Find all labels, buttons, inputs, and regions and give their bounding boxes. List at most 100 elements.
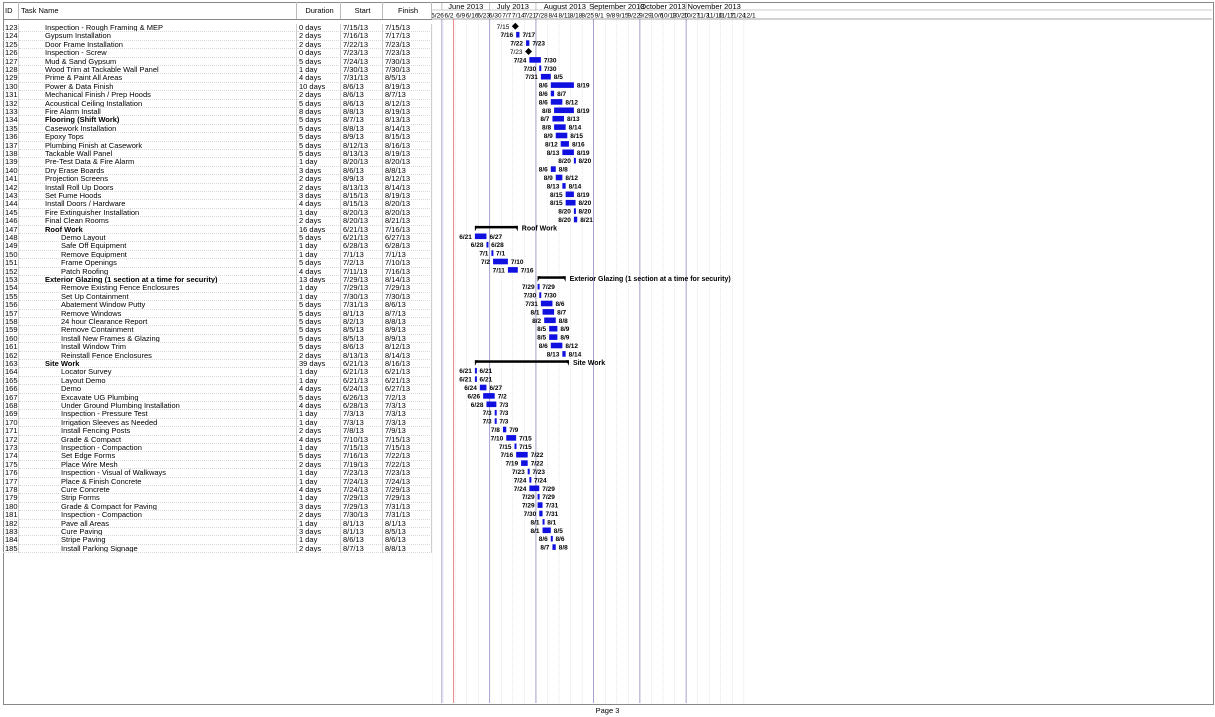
bar-start-label: 7/23	[512, 469, 525, 476]
task-bar	[494, 418, 497, 424]
table-row[interactable]: 156 Abatement Window Putty 5 days 7/31/13 8/…	[3, 301, 432, 310]
task-bar	[486, 401, 497, 408]
table-row[interactable]: 125 Door Frame Installation 2 days 7/22/13 7…	[3, 40, 432, 50]
table-row[interactable]: 150 Remove Equipment 1 day 7/1/13 7/1/13	[3, 250, 432, 260]
table-row[interactable]: 135 Casework Installation 5 days 8/8/13 8/14…	[3, 124, 432, 134]
table-row[interactable]: 130 Power & Data Finish 10 days 8/6/13 8/19/…	[3, 82, 432, 92]
table-row[interactable]: 168 Under Ground Plumbing Installation 4 d…	[3, 402, 432, 411]
header-start[interactable]: Start	[341, 2, 383, 19]
table-row[interactable]: 141 Projection Screens 2 days 8/9/13 8/12/13	[3, 175, 432, 184]
table-row[interactable]: 132 Acoustical Ceiling Installation 5 days…	[3, 99, 432, 108]
header-id[interactable]: ID	[3, 2, 19, 19]
milestone-diamond	[525, 48, 533, 55]
table-row[interactable]: 153 Exterior Glazing (1 section at a time…	[3, 276, 432, 285]
table-row[interactable]: 138 Tackable Wall Panel 5 days 8/13/13 8/19/…	[3, 150, 432, 159]
task-finish: 7/1/13	[383, 250, 432, 260]
bar-start-label: 7/24	[514, 57, 527, 64]
table-row[interactable]: 149 Safe Off Equipment 1 day 6/28/13 6/28/13	[3, 242, 432, 251]
task-start: 8/9/13	[341, 133, 383, 142]
table-row[interactable]: 151 Frame Openings 5 days 7/2/13 7/10/13	[3, 259, 432, 268]
table-row[interactable]: 139 Pre-Test Data & Fire Alarm 1 day 8/20/1…	[3, 158, 432, 167]
table-row[interactable]: 173 Inspection - Compaction 1 day 7/15/13 7/…	[3, 444, 432, 453]
table-row[interactable]: 185 Install Parking Signage 2 days 8/7/13 8/…	[3, 544, 432, 554]
week-label: 9/29	[639, 13, 652, 20]
table-row[interactable]: 178 Cure Concrete 4 days 7/24/13 7/29/13	[3, 486, 432, 495]
table-row[interactable]: 134 Flooring (Shift Work) 5 days 8/7/13 8/13…	[3, 116, 432, 125]
table-row[interactable]: 175 Place Wire Mesh 2 days 7/19/13 7/22/13	[3, 460, 432, 470]
table-row[interactable]: 126 Inspection - Screw 0 days 7/23/13 7/23/1…	[3, 49, 432, 58]
table-row[interactable]: 180 Grade & Compact for Paving 3 days 7/29/…	[3, 502, 432, 512]
task-id: 140	[3, 166, 19, 176]
table-row[interactable]: 155 Set Up Containment 1 day 7/30/13 7/30/13	[3, 292, 432, 302]
table-row[interactable]: 181 Inspection - Compaction 2 days 7/30/13 7…	[3, 511, 432, 520]
task-id: 162	[3, 351, 19, 360]
table-row[interactable]: 165 Layout Demo 1 day 6/21/13 6/21/13	[3, 376, 432, 386]
task-finish: 8/19/13	[383, 108, 432, 117]
table-row[interactable]: 124 Gypsum Installation 2 days 7/16/13 7/17/…	[3, 32, 432, 41]
table-row[interactable]: 143 Set Fume Hoods 3 days 8/15/13 8/19/13	[3, 192, 432, 201]
table-row[interactable]: 127 Mud & Sand Gypsum 5 days 7/24/13 7/30/13	[3, 57, 432, 66]
task-start: 8/12/13	[341, 141, 383, 150]
table-row[interactable]: 157 Remove Windows 5 days 8/1/13 8/7/13	[3, 309, 432, 318]
table-row[interactable]: 158 24 hour Clearance Report 5 days 8/2/13 8…	[3, 318, 432, 327]
task-bar	[529, 485, 540, 492]
table-row[interactable]: 142 Install Roll Up Doors 2 days 8/13/13 8/1…	[3, 183, 432, 192]
task-finish: 7/24/13	[383, 477, 432, 486]
table-row[interactable]: 171 Install Fencing Posts 2 days 7/8/13 7/9/…	[3, 427, 432, 436]
table-row[interactable]: 152 Patch Roofing 4 days 7/11/13 7/16/13	[3, 267, 432, 276]
task-name: Strip Forms	[19, 494, 297, 503]
task-name: Irrigation Sleeves as Needed	[19, 418, 297, 428]
bar-start-label: 8/5	[537, 335, 546, 342]
table-row[interactable]: 129 Prime & Paint All Areas 4 days 7/31/13 8…	[3, 74, 432, 83]
bar-finish-label: 7/24	[534, 477, 547, 484]
table-row[interactable]: 140 Dry Erase Boards 3 days 8/6/13 8/8/13	[3, 166, 432, 176]
table-row[interactable]: 177 Place & Finish Concrete 1 day 7/24/13 7/…	[3, 477, 432, 486]
task-finish: 7/30/13	[383, 292, 432, 302]
table-row[interactable]: 166 Demo 4 days 6/24/13 6/27/13	[3, 385, 432, 394]
table-row[interactable]: 164 Locator Survey 1 day 6/21/13 6/21/13	[3, 368, 432, 377]
table-row[interactable]: 161 Install Window Trim 5 days 8/6/13 8/12/1…	[3, 343, 432, 352]
table-row[interactable]: 159 Remove Containment 5 days 8/5/13 8/9/13	[3, 326, 432, 335]
table-row[interactable]: 144 Install Doors / Hardware 4 days 8/15/13…	[3, 200, 432, 209]
table-row[interactable]: 136 Epoxy Tops 5 days 8/9/13 8/15/13	[3, 133, 432, 142]
header-finish[interactable]: Finish	[383, 2, 432, 19]
table-row[interactable]: 169 Inspection - Pressure Test 1 day 7/3/13…	[3, 410, 432, 419]
table-row[interactable]: 183 Cure Paving 3 days 8/1/13 8/5/13	[3, 528, 432, 537]
table-row[interactable]: 179 Strip Forms 1 day 7/29/13 7/29/13	[3, 494, 432, 503]
table-row[interactable]: 162 Reinstall Fence Enclosures 2 days 8/13/…	[3, 351, 432, 360]
task-name: Projection Screens	[19, 175, 297, 184]
week-label: 7/21	[524, 13, 537, 20]
table-row[interactable]: 160 Install New Frames & Glazing 5 days 8/5…	[3, 334, 432, 344]
header-task-name[interactable]: Task Name	[19, 2, 297, 19]
table-row[interactable]: 163 Site Work 39 days 6/21/13 8/16/13	[3, 360, 432, 369]
table-row[interactable]: 184 Stripe Paving 1 day 8/6/13 8/6/13	[3, 536, 432, 545]
task-duration: 8 days	[297, 108, 341, 117]
table-row[interactable]: 137 Plumbing Finish at Casework 5 days 8/12…	[3, 141, 432, 150]
table-row[interactable]: 128 Wood Trim at Tackable Wall Panel 1 day…	[3, 66, 432, 75]
table-row[interactable]: 170 Irrigation Sleeves as Needed 1 day 7/3/…	[3, 418, 432, 428]
table-row[interactable]: 147 Roof Work 16 days 6/21/13 7/16/13	[3, 225, 432, 234]
task-id: 170	[3, 418, 19, 428]
table-row[interactable]: 145 Fire Extinguisher Installation 1 day 8/…	[3, 208, 432, 218]
bar-start-label: 7/16	[500, 32, 513, 39]
table-row[interactable]: 148 Demo Layout 5 days 6/21/13 6/27/13	[3, 234, 432, 243]
task-duration: 1 day	[297, 292, 341, 302]
week-label: 6/9	[456, 13, 465, 20]
table-row[interactable]: 172 Grade & Compact 4 days 7/10/13 7/15/13	[3, 435, 432, 444]
table-row[interactable]: 167 Excavate UG Plumbing 5 days 6/26/13 7/2/…	[3, 393, 432, 402]
table-row[interactable]: 146 Final Clean Rooms 2 days 8/20/13 8/21/13	[3, 217, 432, 226]
bar-start-label: 8/15	[550, 192, 563, 199]
table-row[interactable]: 182 Pave all Areas 1 day 8/1/13 8/1/13	[3, 519, 432, 528]
table-row[interactable]: 176 Inspection - Visual of Walkways 1 day 7…	[3, 469, 432, 478]
task-name: Install Window Trim	[19, 343, 297, 352]
summary-end-cap	[565, 360, 569, 366]
bar-finish-label: 8/6	[555, 536, 564, 543]
table-row[interactable]: 123 Inspection - Rough Framing & MEP 0 day…	[3, 24, 432, 33]
table-row[interactable]: 131 Mechanical Finish / Prep Hoods 2 days 8…	[3, 91, 432, 100]
table-row[interactable]: 174 Set Edge Forms 5 days 7/16/13 7/22/13	[3, 452, 432, 461]
header-duration[interactable]: Duration	[297, 2, 341, 19]
task-bar	[529, 57, 541, 63]
table-row[interactable]: 154 Remove Existing Fence Enclosures 1 day…	[3, 284, 432, 293]
table-row[interactable]: 133 Fire Alarm Install 8 days 8/8/13 8/19/13	[3, 108, 432, 117]
task-finish: 6/27/13	[383, 234, 432, 243]
